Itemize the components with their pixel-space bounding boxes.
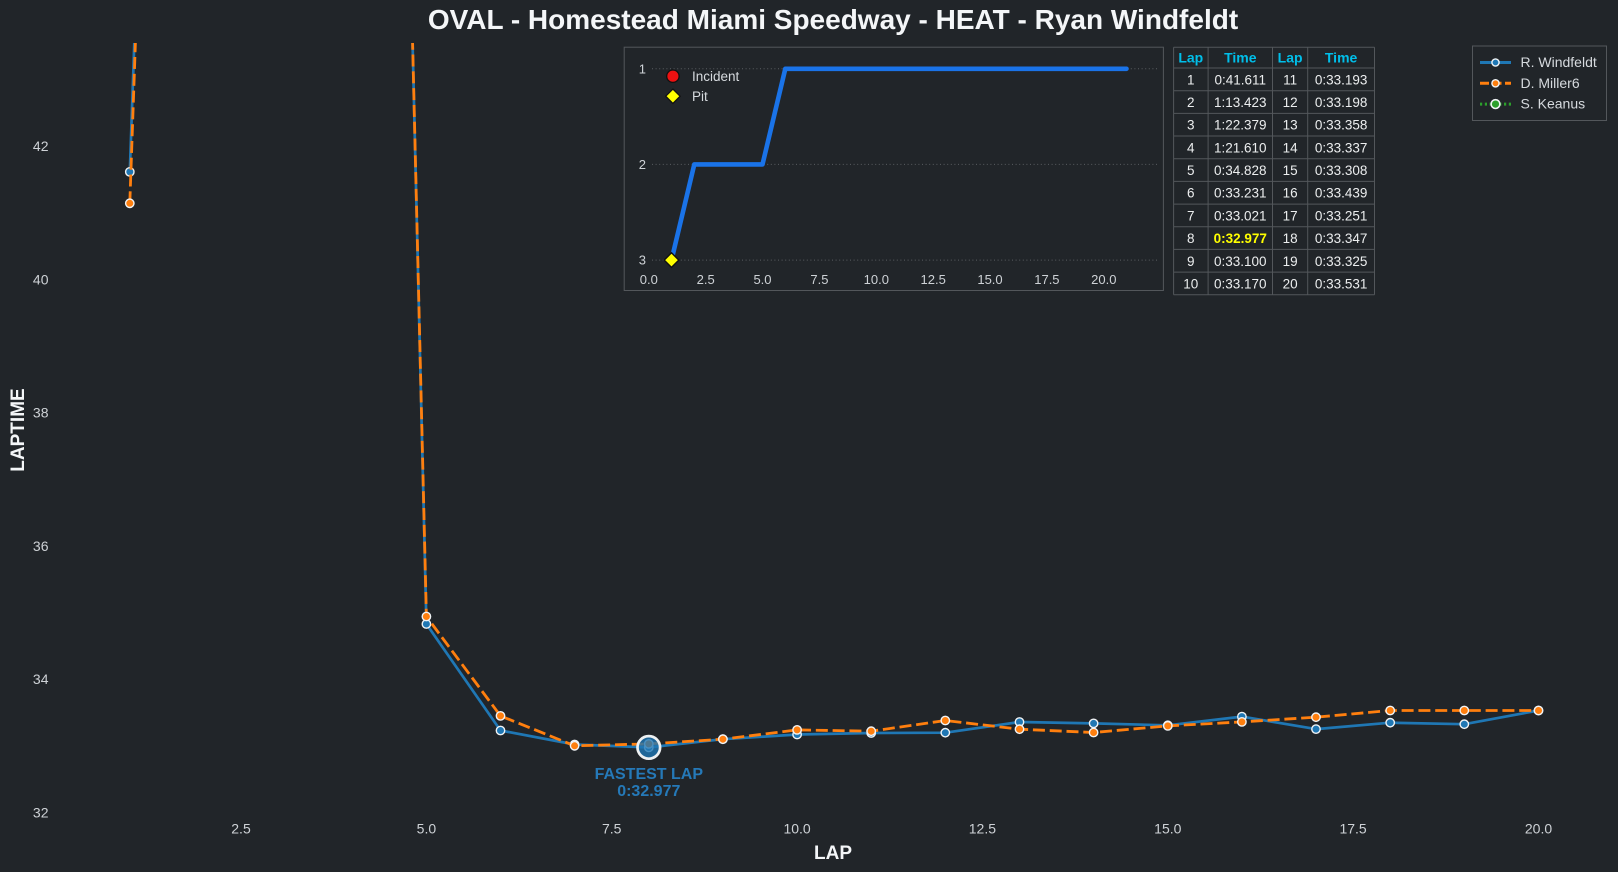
svg-text:12.5: 12.5 (969, 821, 996, 837)
svg-text:20.0: 20.0 (1091, 272, 1116, 287)
svg-text:15.0: 15.0 (1154, 821, 1181, 837)
svg-text:18: 18 (1283, 231, 1298, 246)
svg-text:36: 36 (33, 538, 49, 554)
svg-text:0:33.358: 0:33.358 (1315, 118, 1368, 133)
svg-text:LAPTIME: LAPTIME (8, 388, 29, 471)
svg-text:38: 38 (33, 405, 49, 421)
svg-text:0:33.100: 0:33.100 (1214, 254, 1267, 269)
svg-text:0:33.347: 0:33.347 (1315, 231, 1368, 246)
svg-text:3: 3 (1187, 118, 1195, 133)
svg-text:2: 2 (639, 157, 646, 172)
svg-text:12.5: 12.5 (921, 272, 946, 287)
svg-text:6: 6 (1187, 186, 1195, 201)
svg-text:15: 15 (1283, 163, 1298, 178)
svg-text:5: 5 (1187, 163, 1195, 178)
svg-text:Time: Time (1325, 50, 1358, 66)
svg-text:Lap: Lap (1278, 50, 1303, 66)
svg-text:0:33.308: 0:33.308 (1315, 163, 1368, 178)
svg-text:1: 1 (639, 61, 646, 76)
svg-text:0:33.198: 0:33.198 (1315, 95, 1368, 110)
svg-text:5.0: 5.0 (753, 272, 771, 287)
svg-text:2.5: 2.5 (231, 821, 251, 837)
svg-text:11: 11 (1283, 72, 1297, 87)
svg-text:0:33.325: 0:33.325 (1315, 254, 1368, 269)
svg-text:0:33.531: 0:33.531 (1315, 277, 1368, 292)
svg-text:1:22.379: 1:22.379 (1214, 118, 1267, 133)
svg-text:5.0: 5.0 (417, 821, 437, 837)
svg-text:20: 20 (1283, 277, 1298, 292)
svg-text:3: 3 (639, 253, 646, 268)
svg-text:2: 2 (1187, 95, 1195, 110)
svg-text:0:33.021: 0:33.021 (1214, 208, 1267, 223)
svg-text:Lap: Lap (1178, 50, 1203, 66)
svg-text:17: 17 (1283, 208, 1298, 223)
svg-text:16: 16 (1283, 186, 1298, 201)
svg-text:0:33.170: 0:33.170 (1214, 277, 1267, 292)
svg-text:FASTEST LAP: FASTEST LAP (595, 766, 704, 783)
svg-text:0:33.251: 0:33.251 (1315, 208, 1368, 223)
svg-text:4: 4 (1187, 140, 1195, 155)
svg-text:0:32.977: 0:32.977 (617, 783, 680, 800)
svg-text:7.5: 7.5 (810, 272, 828, 287)
svg-text:LAP: LAP (814, 843, 852, 864)
svg-text:34: 34 (33, 671, 49, 687)
svg-text:0:41.611: 0:41.611 (1215, 72, 1267, 87)
svg-text:0.0: 0.0 (640, 272, 658, 287)
svg-text:17.5: 17.5 (1339, 821, 1366, 837)
svg-text:13: 13 (1283, 118, 1298, 133)
svg-text:15.0: 15.0 (977, 272, 1002, 287)
svg-text:12: 12 (1283, 95, 1298, 110)
svg-text:Pit: Pit (692, 89, 708, 104)
svg-text:8: 8 (1187, 231, 1195, 246)
svg-text:19: 19 (1283, 254, 1298, 269)
svg-text:10.0: 10.0 (864, 272, 889, 287)
svg-text:1:13.423: 1:13.423 (1214, 95, 1267, 110)
svg-text:42: 42 (33, 138, 49, 154)
svg-text:D. Miller6: D. Miller6 (1521, 75, 1580, 91)
svg-text:0:33.231: 0:33.231 (1214, 186, 1267, 201)
svg-text:7: 7 (1187, 208, 1195, 223)
svg-text:20.0: 20.0 (1525, 821, 1552, 837)
svg-text:0:32.977: 0:32.977 (1214, 231, 1267, 246)
svg-text:17.5: 17.5 (1034, 272, 1059, 287)
svg-text:14: 14 (1283, 140, 1299, 155)
svg-text:7.5: 7.5 (602, 821, 622, 837)
svg-text:OVAL - Homestead Miami Speedwa: OVAL - Homestead Miami Speedway - HEAT -… (428, 4, 1238, 35)
svg-text:S. Keanus: S. Keanus (1521, 96, 1586, 112)
svg-text:0:34.828: 0:34.828 (1214, 163, 1267, 178)
svg-text:Time: Time (1224, 50, 1257, 66)
svg-text:0:33.193: 0:33.193 (1315, 72, 1368, 87)
svg-text:32: 32 (33, 805, 49, 821)
svg-text:Incident: Incident (692, 69, 740, 84)
svg-text:10.0: 10.0 (783, 821, 810, 837)
svg-text:0:33.439: 0:33.439 (1315, 186, 1368, 201)
svg-text:9: 9 (1187, 254, 1195, 269)
svg-text:R. Windfeldt: R. Windfeldt (1521, 54, 1597, 70)
svg-text:40: 40 (33, 271, 49, 287)
svg-text:1:21.610: 1:21.610 (1214, 140, 1267, 155)
svg-text:0:33.337: 0:33.337 (1315, 140, 1368, 155)
svg-text:2.5: 2.5 (697, 272, 715, 287)
svg-text:10: 10 (1183, 277, 1198, 292)
svg-text:1: 1 (1187, 72, 1195, 87)
